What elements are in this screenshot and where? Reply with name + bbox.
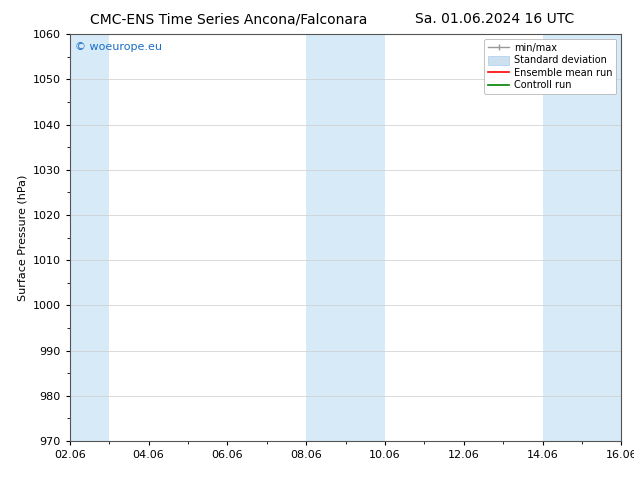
Legend: min/max, Standard deviation, Ensemble mean run, Controll run: min/max, Standard deviation, Ensemble me… [484,39,616,94]
Bar [306,34,385,441]
Bar [543,34,621,441]
Y-axis label: Surface Pressure (hPa): Surface Pressure (hPa) [17,174,27,301]
Text: CMC-ENS Time Series Ancona/Falconara: CMC-ENS Time Series Ancona/Falconara [89,12,367,26]
Text: Sa. 01.06.2024 16 UTC: Sa. 01.06.2024 16 UTC [415,12,574,26]
Bar [70,34,109,441]
Text: © woeurope.eu: © woeurope.eu [75,43,162,52]
